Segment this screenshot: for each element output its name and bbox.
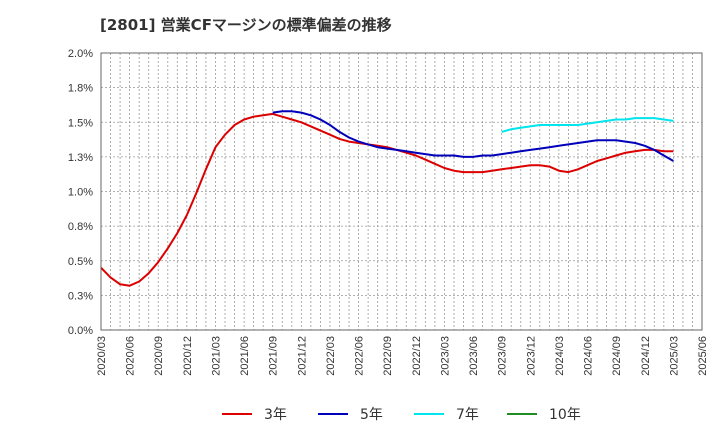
legend-label: 5年 [360,407,383,423]
series-line-5年 [272,110,674,162]
x-tick-label: 2020/09 [153,336,165,376]
x-tick-label: 2023/09 [497,336,509,376]
y-tick-label: 0.5% [68,256,93,268]
legend-label: 10年 [549,407,581,423]
y-tick-label: 1.8% [68,83,93,95]
legend-label: 3年 [264,407,287,423]
series-lines [100,110,674,287]
x-tick-label: 2021/06 [239,336,251,376]
x-tick-label: 2024/03 [554,336,566,376]
x-tick-label: 2020/12 [182,336,194,376]
chart-title: [2801] 営業CFマージンの標準偏差の推移 [100,16,392,34]
x-tick-label: 2023/03 [439,336,451,376]
y-tick-label: 0.8% [68,221,93,233]
x-axis-ticks: 2020/03 2020/06 2020/09 2020/12 2021/03 2021/… [96,336,709,376]
x-tick-label: 2024/06 [583,336,595,376]
x-tick-label: 2022/12 [411,336,423,376]
legend-label: 7年 [456,407,479,423]
y-axis-ticks: 0.0% 0.3% 0.5% 0.8% 1.0% 1.3% 1.5% 1.8% 2.0% [68,48,93,337]
series-line-7年 [501,117,674,133]
x-tick-label: 2021/03 [210,336,222,376]
plot-border [100,52,703,331]
x-tick-label: 2023/06 [468,336,480,376]
x-tick-label: 2022/09 [382,336,394,376]
x-tick-label: 2020/06 [125,336,137,376]
series-line-3年 [100,112,674,287]
y-tick-label: 1.0% [68,187,93,199]
x-tick-label: 2022/03 [325,336,337,376]
x-tick-label: 2023/12 [525,336,537,376]
x-tick-label: 2021/12 [296,336,308,376]
x-tick-label: 2022/06 [354,336,366,376]
x-tick-label: 2024/09 [611,336,623,376]
x-tick-label: 2024/12 [640,336,652,376]
y-tick-label: 2.0% [68,48,93,60]
y-tick-label: 0.3% [68,290,93,302]
y-tick-label: 0.0% [68,325,93,337]
x-tick-label: 2021/09 [268,336,280,376]
x-tick-label: 2025/06 [697,336,709,376]
y-tick-label: 1.5% [68,117,93,129]
x-tick-label: 2025/03 [668,336,680,376]
legend: 3年 5年 7年 10年 [222,407,581,423]
y-tick-label: 1.3% [68,152,93,164]
x-tick-label: 2020/03 [96,336,108,376]
